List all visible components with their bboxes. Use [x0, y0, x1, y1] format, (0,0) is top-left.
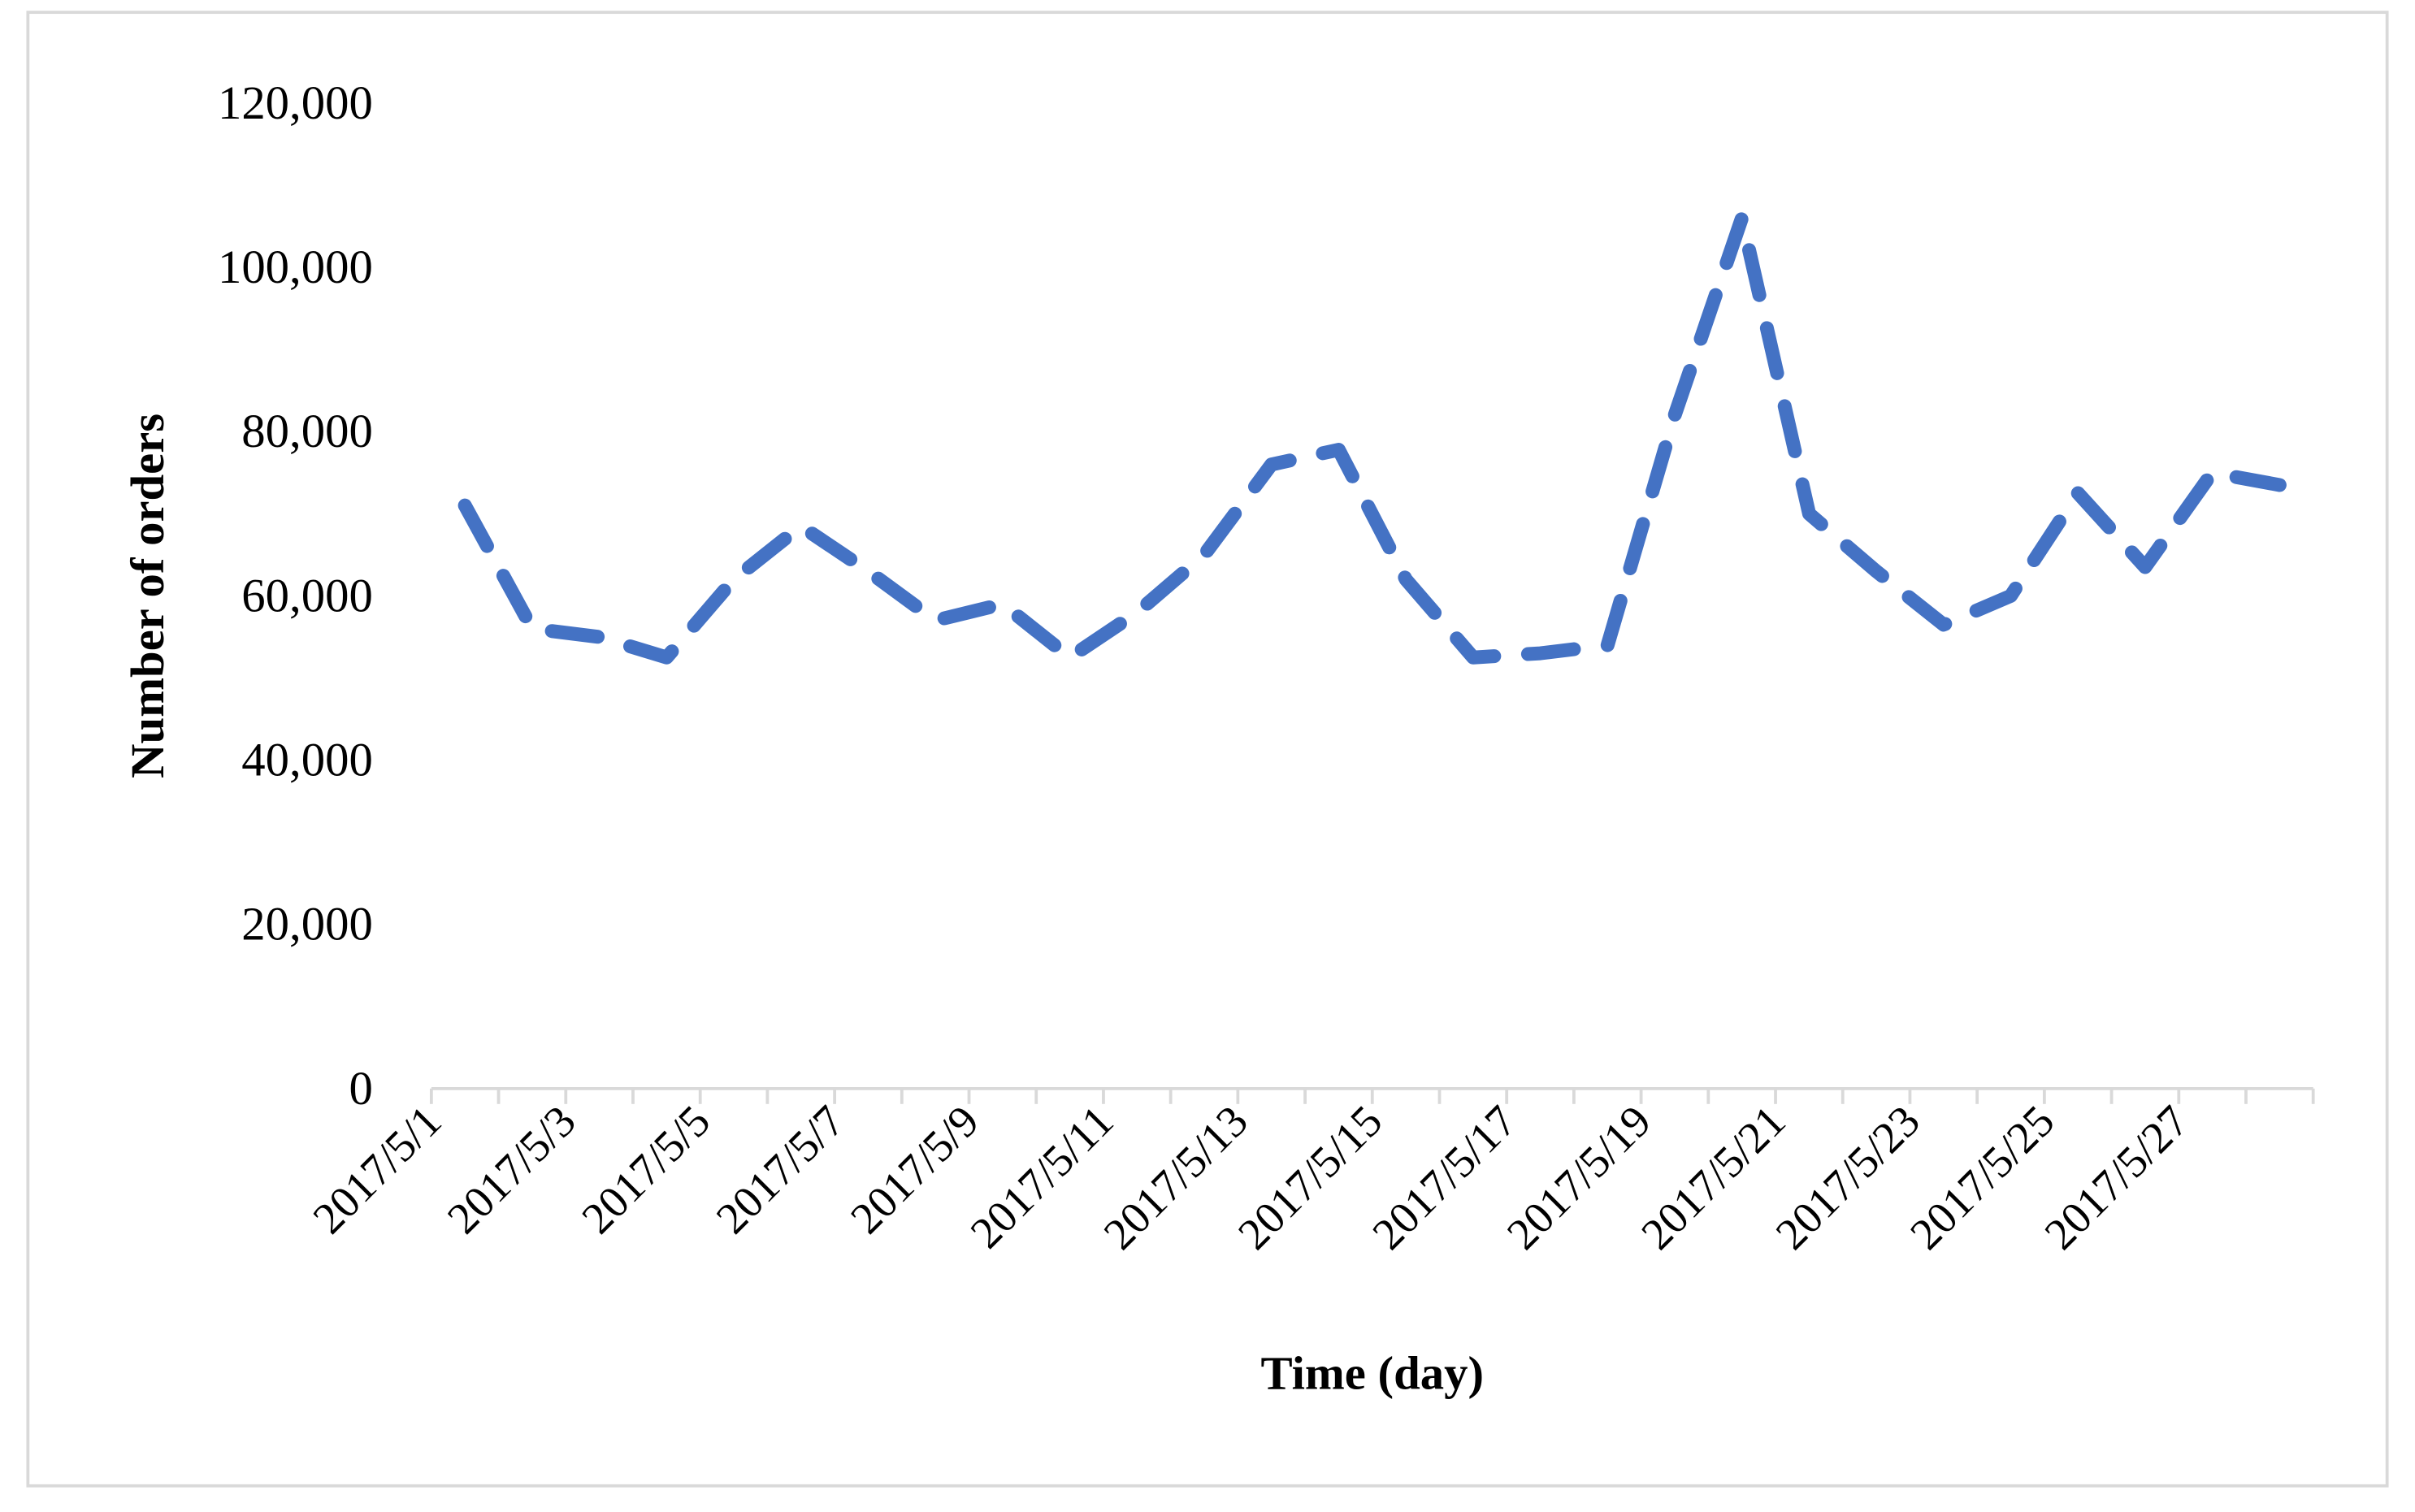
y-tick-label: 20,000 — [241, 898, 373, 951]
x-axis-title: Time (day) — [1260, 1346, 1484, 1399]
series-line — [457, 211, 2287, 665]
chart-border — [26, 11, 2389, 1488]
y-tick-label: 120,000 — [218, 76, 373, 129]
y-tick-label: 100,000 — [218, 240, 373, 293]
y-tick-label: 60,000 — [241, 569, 373, 622]
y-tick-label: 40,000 — [241, 734, 373, 786]
y-tick-label: 0 — [349, 1062, 372, 1115]
y-tick-label: 80,000 — [241, 405, 373, 457]
y-axis-title: Number of orders — [121, 414, 174, 778]
